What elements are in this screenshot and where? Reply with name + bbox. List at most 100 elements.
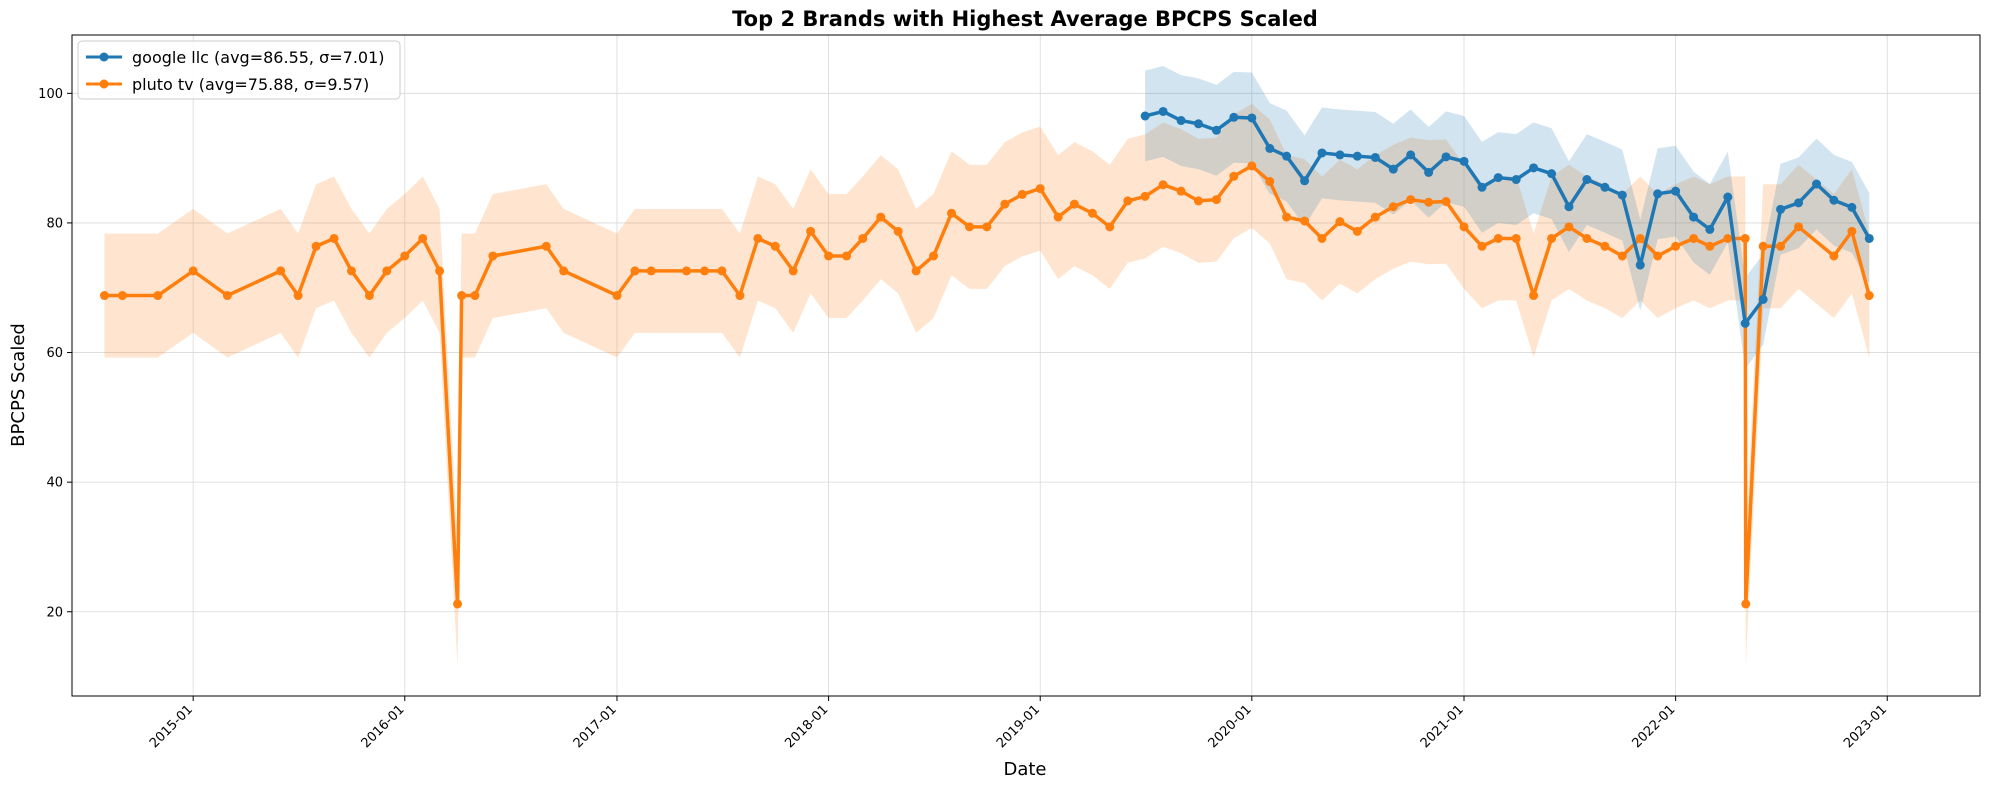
data-point-google <box>1847 202 1857 212</box>
data-point-pluto <box>1211 195 1221 205</box>
data-point-pluto <box>1424 197 1434 207</box>
data-point-google <box>1352 151 1362 161</box>
x-tick-label: 2023-01 <box>1841 702 1890 751</box>
data-point-pluto <box>1282 212 1292 222</box>
data-point-pluto <box>1441 197 1451 207</box>
data-point-google <box>1635 260 1645 270</box>
data-point-pluto <box>806 226 816 236</box>
x-tick-label: 2016-01 <box>359 702 408 751</box>
legend: google llc (avg=86.55, σ=7.01) pluto tv … <box>77 40 401 100</box>
data-point-google <box>1600 182 1610 192</box>
y-tick-label: 80 <box>46 216 63 231</box>
data-point-pluto <box>1564 222 1574 232</box>
y-tick-label: 100 <box>38 87 63 102</box>
data-point-google <box>1653 189 1663 199</box>
data-point-pluto <box>1370 212 1380 222</box>
data-point-pluto <box>911 266 921 276</box>
legend-entry-google: google llc (avg=86.55, σ=7.01) <box>132 48 385 67</box>
x-axis-label: Date <box>1003 759 1046 780</box>
data-point-pluto <box>418 233 428 243</box>
data-point-google <box>1477 182 1487 192</box>
data-point-pluto <box>1069 199 1079 209</box>
data-point-pluto <box>964 222 974 232</box>
data-point-pluto <box>1300 216 1310 226</box>
data-point-pluto <box>1705 241 1715 251</box>
data-point-google <box>1158 106 1168 116</box>
data-point-pluto <box>1723 233 1733 243</box>
grid-layer <box>72 35 1980 696</box>
data-point-google <box>1740 318 1750 328</box>
data-point-google <box>1829 195 1839 205</box>
data-point-pluto <box>1105 222 1115 232</box>
data-point-google <box>1265 143 1275 153</box>
data-point-pluto <box>1335 217 1345 227</box>
data-point-pluto <box>1265 176 1275 186</box>
data-point-pluto <box>717 266 727 276</box>
data-point-pluto <box>293 291 303 301</box>
data-point-pluto <box>1671 241 1681 251</box>
data-point-pluto <box>753 233 763 243</box>
data-point-google <box>1229 112 1239 122</box>
data-point-google <box>1864 233 1874 243</box>
data-point-google <box>1529 163 1539 173</box>
legend-marker-pluto <box>99 79 109 89</box>
x-tick-label: 2021-01 <box>1418 702 1467 751</box>
data-point-google <box>1758 294 1768 304</box>
data-point-google <box>1176 116 1186 126</box>
data-point-google <box>1247 113 1257 123</box>
data-point-google <box>1441 152 1451 162</box>
data-point-pluto <box>1053 212 1063 222</box>
x-tick-label: 2022-01 <box>1629 702 1678 751</box>
data-point-pluto <box>1741 599 1751 609</box>
data-point-pluto <box>842 251 852 261</box>
y-tick-label: 40 <box>46 476 63 491</box>
data-point-pluto <box>1229 171 1239 181</box>
data-point-google <box>1547 169 1557 179</box>
data-point-google <box>1617 190 1627 200</box>
data-point-pluto <box>1617 251 1627 261</box>
data-point-pluto <box>1847 226 1857 236</box>
data-point-pluto <box>1087 208 1097 218</box>
data-point-pluto <box>559 266 569 276</box>
legend-box <box>77 40 401 100</box>
data-point-pluto <box>1247 161 1257 171</box>
chart-title: Top 2 Brands with Highest Average BPCPS … <box>732 7 1318 31</box>
legend-entry-pluto: pluto tv (avg=75.88, σ=9.57) <box>132 75 369 94</box>
data-point-pluto <box>612 291 622 301</box>
data-point-pluto <box>364 291 374 301</box>
data-point-pluto <box>117 291 127 301</box>
data-point-pluto <box>435 266 445 276</box>
data-point-google <box>1211 125 1221 135</box>
data-point-pluto <box>1406 195 1416 205</box>
data-point-pluto <box>453 599 463 609</box>
data-point-pluto <box>457 291 467 301</box>
data-point-google <box>1300 176 1310 186</box>
data-point-pluto <box>788 266 798 276</box>
data-point-pluto <box>1794 222 1804 232</box>
data-point-google <box>1370 152 1380 162</box>
data-point-pluto <box>1158 180 1168 190</box>
data-point-google <box>1812 179 1822 189</box>
data-point-pluto <box>1176 186 1186 196</box>
data-point-pluto <box>947 208 957 218</box>
data-point-google <box>1406 150 1416 160</box>
series-lines <box>99 106 1874 609</box>
data-point-pluto <box>1017 189 1027 199</box>
data-point-pluto <box>876 212 886 222</box>
data-point-google <box>1424 167 1434 177</box>
data-point-pluto <box>470 291 480 301</box>
y-tick-label: 20 <box>46 605 63 620</box>
series-google <box>1140 106 1874 328</box>
data-point-pluto <box>311 241 321 251</box>
data-point-pluto <box>770 241 780 251</box>
confidence-band-google <box>1145 66 1870 369</box>
data-point-pluto <box>1635 233 1645 243</box>
data-point-google <box>1317 148 1327 158</box>
data-point-google <box>1335 150 1345 160</box>
data-point-pluto <box>1493 233 1503 243</box>
data-point-pluto <box>982 222 992 232</box>
data-point-google <box>1705 224 1715 234</box>
data-point-pluto <box>400 251 410 261</box>
